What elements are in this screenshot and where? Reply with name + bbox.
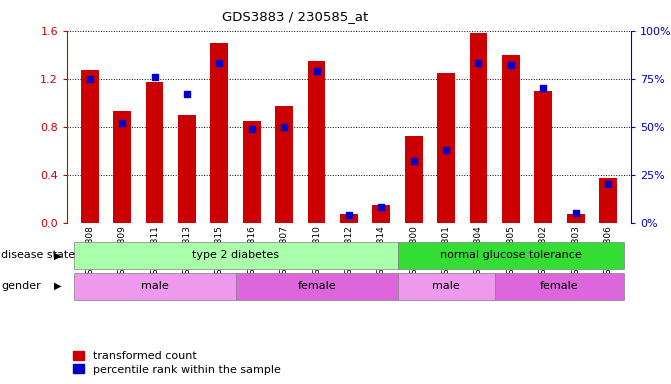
FancyBboxPatch shape xyxy=(397,273,495,300)
Point xyxy=(409,158,419,164)
Point xyxy=(538,85,549,91)
Point xyxy=(603,181,613,187)
Bar xyxy=(307,61,325,223)
Bar xyxy=(437,73,455,223)
Bar xyxy=(178,115,196,223)
Bar xyxy=(275,106,293,223)
Bar xyxy=(502,55,520,223)
Point xyxy=(344,212,354,218)
Point xyxy=(182,91,193,97)
Bar xyxy=(243,121,260,223)
Text: normal glucose tolerance: normal glucose tolerance xyxy=(440,250,582,260)
Text: disease state: disease state xyxy=(1,250,75,260)
Bar xyxy=(372,205,391,223)
Point xyxy=(214,60,225,66)
Bar xyxy=(113,111,131,223)
Point xyxy=(117,120,127,126)
Bar xyxy=(599,178,617,223)
Text: female: female xyxy=(297,281,336,291)
FancyBboxPatch shape xyxy=(495,273,624,300)
Bar xyxy=(405,136,423,223)
Point xyxy=(85,76,95,82)
Point xyxy=(376,204,386,210)
Point xyxy=(311,68,322,74)
Bar xyxy=(340,214,358,223)
Legend: transformed count, percentile rank within the sample: transformed count, percentile rank withi… xyxy=(72,351,280,375)
Point xyxy=(441,147,452,153)
Text: ▶: ▶ xyxy=(54,250,62,260)
Point xyxy=(505,62,516,68)
FancyBboxPatch shape xyxy=(397,242,624,269)
FancyBboxPatch shape xyxy=(236,273,397,300)
FancyBboxPatch shape xyxy=(74,273,236,300)
Text: type 2 diabetes: type 2 diabetes xyxy=(192,250,279,260)
Point xyxy=(278,124,289,130)
Point xyxy=(149,74,160,80)
Bar xyxy=(534,91,552,223)
Text: male: male xyxy=(432,281,460,291)
Point xyxy=(570,210,581,216)
Text: female: female xyxy=(540,281,579,291)
Bar xyxy=(211,43,228,223)
Point xyxy=(473,60,484,66)
FancyBboxPatch shape xyxy=(74,242,397,269)
Bar xyxy=(567,214,584,223)
Text: gender: gender xyxy=(1,281,41,291)
Bar xyxy=(470,33,487,223)
Text: male: male xyxy=(141,281,168,291)
Bar xyxy=(81,70,99,223)
Bar xyxy=(146,82,164,223)
Text: GDS3883 / 230585_at: GDS3883 / 230585_at xyxy=(222,10,368,23)
Text: ▶: ▶ xyxy=(54,281,62,291)
Point xyxy=(246,126,257,132)
